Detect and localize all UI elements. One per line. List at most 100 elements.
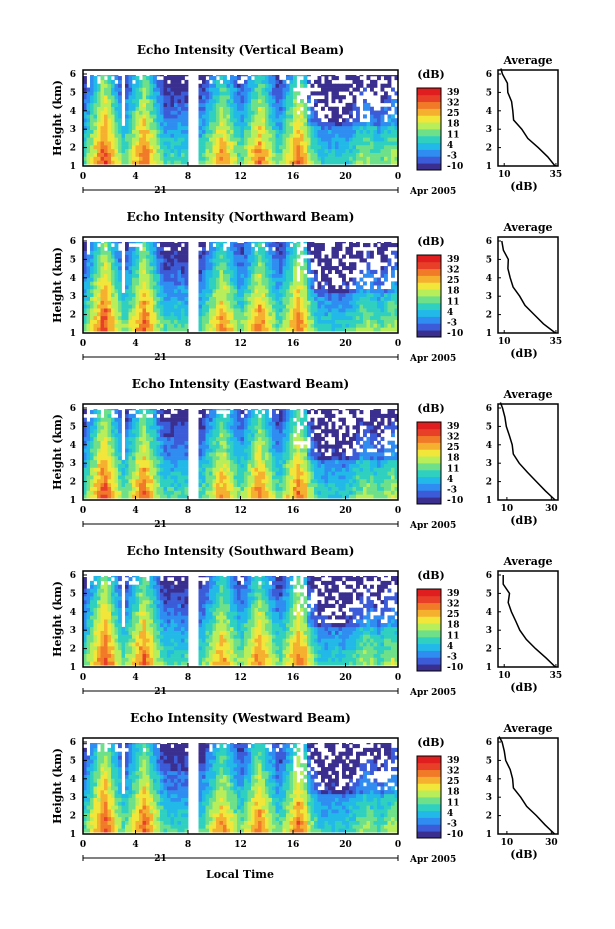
heatmap-cell	[373, 79, 378, 84]
heatmap-cell	[258, 262, 262, 267]
heatmap-cell	[321, 273, 325, 278]
heatmap-cell	[118, 99, 122, 104]
heatmap-cell	[230, 83, 234, 88]
heatmap-cell	[86, 440, 91, 445]
heatmap-cell	[125, 490, 129, 495]
heatmap-cell	[83, 440, 87, 445]
heatmap-cell	[100, 129, 105, 134]
heatmap-cell	[128, 296, 133, 301]
heatmap-cell	[86, 277, 91, 282]
heatmap-cell	[104, 137, 108, 142]
heatmap-cell	[212, 425, 217, 430]
heatmap-cell	[83, 433, 87, 438]
heatmap-cell	[223, 145, 227, 150]
heatmap-cell	[251, 106, 255, 111]
heatmap-cell	[202, 312, 206, 317]
heatmap-cell	[93, 262, 98, 267]
heatmap-cell	[209, 122, 213, 127]
colorbar-tick-label: 39	[447, 255, 460, 265]
heatmap-cell	[128, 319, 133, 324]
heatmap-cell	[289, 102, 294, 107]
heatmap-cell	[275, 304, 280, 309]
heatmap-cell	[111, 421, 115, 426]
heatmap-cell	[139, 79, 143, 84]
heatmap-cell	[149, 436, 154, 441]
heatmap-cell	[125, 436, 129, 441]
heatmap-cell	[300, 323, 304, 328]
heatmap-cell	[93, 285, 98, 290]
heatmap-cell	[114, 83, 119, 88]
heatmap-cell	[251, 308, 255, 313]
heatmap-cell	[132, 459, 136, 464]
heatmap-cell	[139, 448, 143, 453]
heatmap-cell	[153, 273, 157, 278]
heatmap-cell	[247, 266, 252, 271]
heatmap-cell	[324, 156, 329, 161]
heatmap-cell	[132, 289, 136, 294]
heatmap-cell	[209, 467, 213, 472]
heatmap-cell	[352, 133, 357, 138]
colorbar-swatch	[417, 268, 441, 276]
heatmap-cell	[251, 258, 255, 263]
heatmap-cell	[293, 315, 297, 320]
heatmap-cell	[219, 141, 224, 146]
heatmap-cell	[153, 482, 157, 487]
heatmap-cell	[104, 110, 108, 115]
heatmap-cell	[240, 459, 245, 464]
heatmap-cell	[93, 133, 98, 138]
heatmap-cell	[153, 463, 157, 468]
heatmap-cell	[149, 95, 154, 100]
heatmap-cell	[342, 327, 346, 332]
heatmap-cell	[83, 122, 87, 127]
heatmap-cell	[125, 296, 129, 301]
heatmap-cell	[247, 246, 252, 251]
heatmap-cell	[86, 122, 91, 127]
heatmap-cell	[114, 110, 119, 115]
heatmap-cell	[251, 95, 255, 100]
heatmap-cell	[226, 137, 231, 142]
heatmap-cell	[251, 482, 255, 487]
heatmap-cell	[83, 494, 87, 499]
heatmap-cell	[142, 273, 147, 278]
heatmap-cell	[114, 106, 119, 111]
heatmap-cell	[216, 87, 220, 92]
heatmap-cell	[83, 312, 87, 317]
heatmap-cell	[223, 479, 227, 484]
heatmap-cell	[293, 273, 297, 278]
heatmap-cell	[202, 110, 206, 115]
heatmap-cell	[135, 122, 140, 127]
heatmap-cell	[314, 118, 318, 123]
heatmap-cell	[93, 250, 98, 255]
heatmap-cell	[279, 87, 283, 92]
heatmap-cell	[132, 76, 136, 81]
heatmap-cell	[349, 137, 353, 142]
heatmap-cell	[300, 160, 304, 165]
heatmap-cell	[258, 448, 262, 453]
heatmap-cell	[268, 122, 273, 127]
x-tick-label: 8	[185, 172, 191, 182]
heatmap-cell	[97, 95, 101, 100]
heatmap-cell	[240, 486, 245, 491]
heatmap-cell	[198, 494, 203, 499]
heatmap-cell	[128, 87, 133, 92]
heatmap-cell	[359, 160, 364, 165]
heatmap-cell	[177, 475, 182, 480]
heatmap-cell	[300, 269, 304, 274]
heatmap-cell	[167, 122, 171, 127]
heatmap-cell	[107, 486, 112, 491]
heatmap-cell	[100, 250, 105, 255]
heatmap-cell	[247, 137, 252, 142]
heatmap-cell	[370, 114, 374, 119]
heatmap-cell	[233, 137, 238, 142]
heatmap-cell	[121, 300, 126, 305]
heatmap-cell	[167, 429, 171, 434]
heatmap-cell	[338, 296, 343, 301]
heatmap-cell	[237, 262, 241, 267]
heatmap-cell	[226, 417, 231, 422]
heatmap-cell	[216, 308, 220, 313]
heatmap-cell	[135, 102, 140, 107]
heatmap-cell	[198, 467, 203, 472]
heatmap-cell	[163, 300, 168, 305]
panel-title: Echo Intensity (Northward Beam)	[127, 210, 355, 224]
heatmap-cell	[202, 137, 206, 142]
